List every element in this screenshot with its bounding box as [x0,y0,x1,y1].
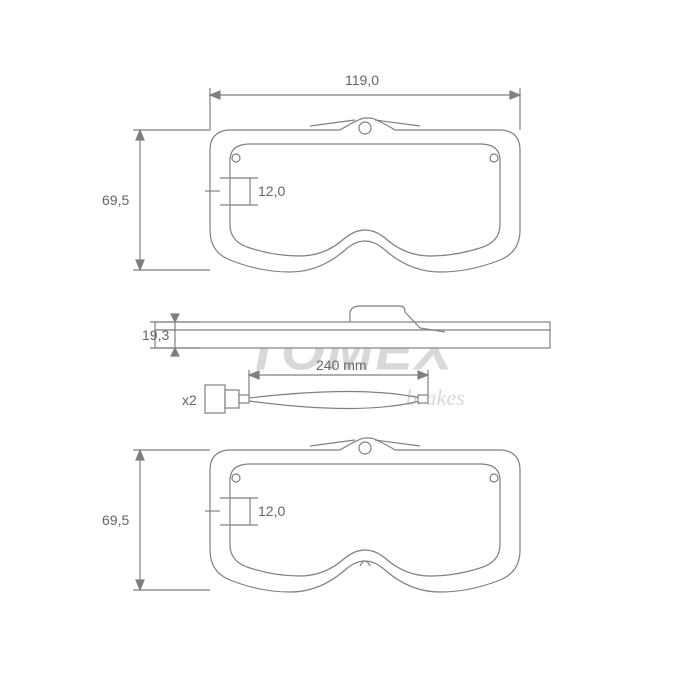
dim-height-bottom: 69,5 [102,512,129,528]
dim-hole-bottom: 12,0 [258,503,285,519]
technical-drawing [0,0,700,700]
dim-wire-qty: x2 [182,392,197,408]
dim-thickness: 19,3 [142,327,169,343]
diagram-container: TOMEX brakes [0,0,700,700]
dim-hole-top: 12,0 [258,183,285,199]
dim-width: 119,0 [345,72,379,88]
dim-height-top: 69,5 [102,192,129,208]
dim-wire-length: 240 mm [316,357,367,373]
